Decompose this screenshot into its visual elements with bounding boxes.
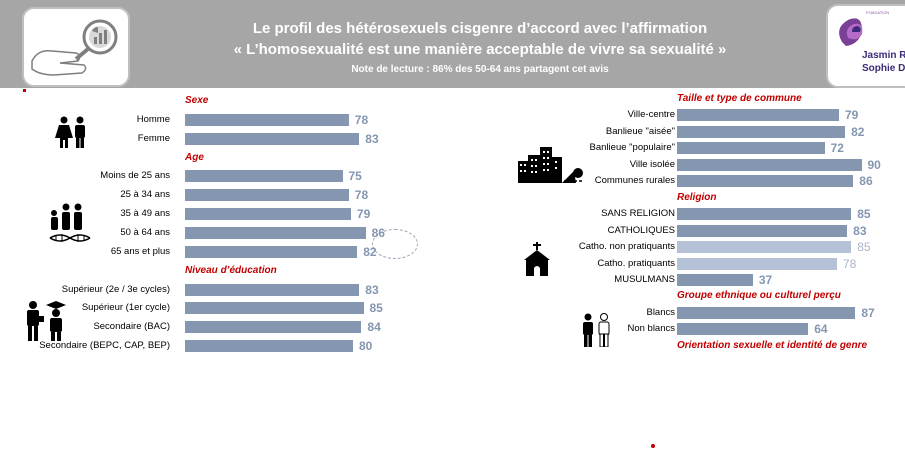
category-label: Secondaire (BEPC, CAP, BEP): [39, 340, 170, 352]
bar: [677, 241, 852, 254]
value-label: 84: [367, 320, 381, 335]
chart-title-line1: Le profil des hétérosexuels cisgenre d’a…: [252, 20, 708, 37]
value-label: 83: [365, 131, 379, 146]
value-label: 78: [354, 112, 369, 127]
category-label: Banlieue "aisée": [605, 125, 675, 137]
bar: [185, 170, 343, 183]
value-label: 79: [844, 108, 859, 123]
category-label: Supérieur (2e / 3e cycles): [61, 283, 170, 295]
section-title-taille-et-type-de-commune: Taille et type de commune: [677, 93, 802, 104]
category-label: 35 à 49 ans: [120, 208, 170, 220]
value-label: 85: [369, 301, 383, 316]
family-dna-icon: [49, 203, 91, 242]
bar: [677, 273, 753, 286]
logo-name-line2: Sophie De: [862, 63, 905, 74]
value-label: 80: [359, 339, 373, 354]
reading-note: Note de lecture : 86% des 50-64 ans part…: [351, 64, 609, 75]
value-label: 37: [758, 272, 773, 287]
bar: [185, 132, 360, 145]
category-label: 50 à 64 ans: [120, 226, 170, 238]
section-title-sexe: Sexe: [185, 95, 209, 106]
bar: [677, 323, 809, 336]
bar: [677, 208, 852, 221]
category-label: Catho. non pratiquants: [578, 241, 675, 253]
value-label: 85: [857, 240, 871, 255]
category-label: Moins de 25 ans: [100, 170, 170, 182]
foundation-logo-icon: [839, 18, 863, 46]
category-label: SANS RELIGION: [601, 208, 675, 220]
foundation-logo: FONDATION Jasmin Ro Sophie De: [826, 4, 905, 88]
bar: [185, 208, 351, 221]
value-label: 90: [867, 157, 881, 172]
highlight-ellipse: [372, 229, 418, 259]
value-label: 64: [814, 322, 828, 337]
graduate-worker-icon: [27, 301, 66, 341]
category-label: Homme: [136, 113, 170, 125]
bar: [185, 302, 364, 315]
red-dot: [651, 444, 655, 448]
category-label: Catho. pratiquants: [597, 257, 675, 269]
category-label: Ville isolée: [629, 158, 675, 170]
value-label: 75: [348, 169, 362, 184]
bar: [677, 158, 862, 171]
bar: [185, 226, 366, 239]
section-title-orientation-sexuelle-et-identite-de-genre: Orientation sexuelle et identité de genr…: [677, 339, 868, 351]
value-label: 83: [853, 223, 867, 238]
header-banner: Le profil des hétérosexuels cisgenre d’a…: [0, 0, 905, 88]
category-label: 25 à 34 ans: [120, 189, 170, 201]
category-label: 65 ans et plus: [110, 245, 170, 257]
category-label: Ville-centre: [627, 109, 675, 121]
bar: [185, 189, 349, 202]
category-label: Blancs: [646, 306, 675, 318]
bar: [677, 175, 854, 188]
value-label: 78: [354, 188, 369, 203]
bar: [185, 321, 362, 334]
value-label: 86: [859, 174, 873, 189]
category-label: Banlieue "populaire": [589, 142, 675, 154]
people-icon: [583, 313, 610, 347]
value-label: 79: [356, 207, 371, 222]
value-label: 85: [857, 207, 871, 222]
value-label: 83: [365, 282, 379, 297]
value-label: 82: [851, 124, 865, 139]
bar: [185, 340, 353, 353]
man-woman-icon: [55, 116, 85, 148]
category-label: MUSULMANS: [614, 273, 675, 285]
category-label: Communes rurales: [594, 175, 675, 187]
bar: [677, 125, 846, 138]
church-icon: [524, 242, 550, 276]
category-label: CATHOLIQUES: [607, 224, 675, 236]
bar: [677, 257, 837, 270]
chart-area: Sexe Homme 78 Femme 83 Age Moins de 25 ans 75 25…: [0, 88, 905, 362]
category-label: Non blancs: [627, 323, 675, 335]
logo-small-text: FONDATION: [866, 10, 890, 15]
chart-title-line2: « L’homosexualité est une manière accept…: [233, 41, 727, 58]
category-label: Secondaire (BAC): [93, 321, 170, 333]
section-title-religion: Religion: [677, 191, 717, 203]
magnifier-chart-icon: [22, 7, 130, 87]
bar: [677, 109, 839, 122]
value-label: 82: [363, 244, 377, 259]
bar: [677, 224, 848, 237]
bar: [185, 245, 358, 258]
value-label: 72: [830, 141, 844, 156]
red-mark: [23, 89, 26, 92]
section-title-niveau-d-education: Niveau d’éducation: [185, 264, 277, 276]
category-label: Supérieur (1er cycle): [81, 302, 170, 314]
logo-name-line1: Jasmin Ro: [862, 50, 905, 61]
bar: [185, 283, 360, 296]
value-label: 87: [861, 305, 875, 320]
bar: [677, 306, 856, 319]
section-title-groupe-ethnique-ou-culturel-percu: Groupe ethnique ou culturel perçu: [677, 290, 841, 302]
bar: [185, 113, 349, 126]
category-label: Femme: [137, 132, 170, 144]
city-buildings-icon: [518, 147, 583, 183]
section-title-age: Age: [185, 151, 204, 163]
bar: [677, 142, 825, 155]
value-label: 86: [371, 225, 385, 240]
value-label: 78: [842, 256, 857, 271]
